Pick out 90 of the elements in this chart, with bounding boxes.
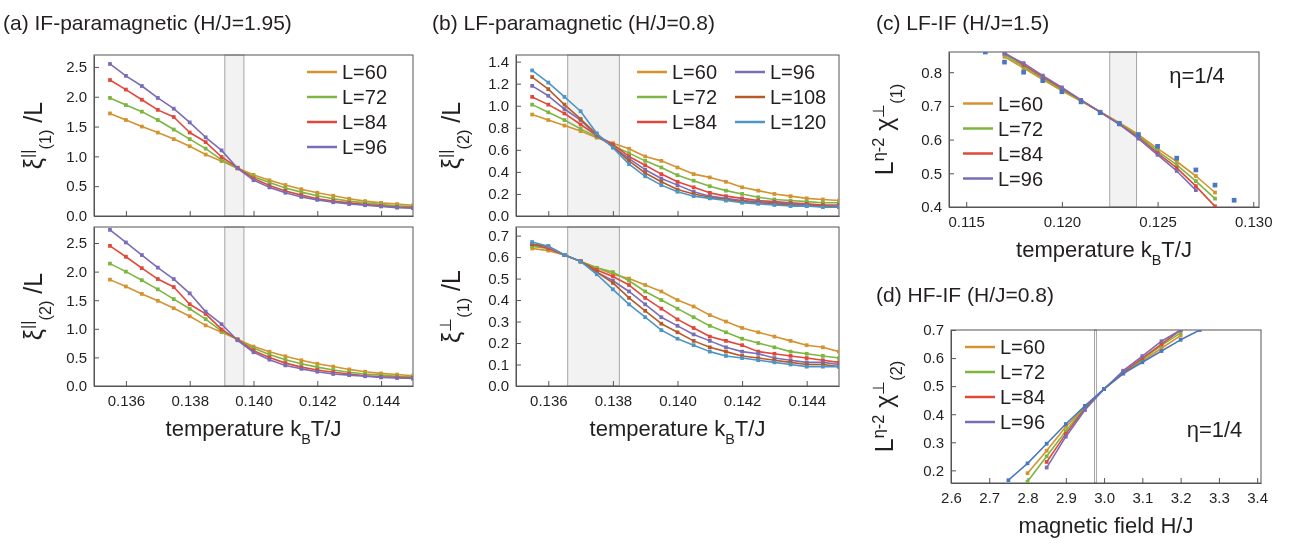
y-tick-label: 1.0 <box>488 97 509 115</box>
y-tick-label: 1.0 <box>66 147 87 165</box>
legend-label: L=84 <box>1000 386 1046 408</box>
y-tick-label: 2.5 <box>66 234 87 252</box>
legend-label: L=96 <box>342 136 388 158</box>
annotation: η=1/4 <box>1186 417 1243 443</box>
legend-label: L=120 <box>770 111 827 133</box>
x-axis-title: magnetic field H/J <box>1018 513 1194 538</box>
legend-label: L=84 <box>998 142 1044 165</box>
y-tick-label: 0.2 <box>488 334 509 352</box>
y-tick-label: 0.7 <box>923 321 944 339</box>
y-tick-label: 0.6 <box>921 130 942 148</box>
x-tick-label: 3.0 <box>1094 488 1116 506</box>
y-tick-label: 0.0 <box>488 377 509 395</box>
x-tick-label: 0.136 <box>530 391 568 409</box>
y-tick-label: 0.8 <box>488 119 509 137</box>
y-tick-label: 0.0 <box>66 207 87 225</box>
legend-label: L=84 <box>342 111 388 133</box>
x-tick-label: 2.7 <box>979 488 1001 506</box>
chart-title: (b) LF-paramagnetic (H/J=0.8) <box>432 11 716 34</box>
x-tick-label: 0.138 <box>171 391 209 409</box>
y-tick-label: 0.1 <box>488 355 509 373</box>
y-tick-label: 0.6 <box>488 141 509 159</box>
x-tick-label: 0.142 <box>299 391 337 409</box>
legend-label: L=60 <box>1000 336 1046 358</box>
chart-title: (a) IF-paramagnetic (H/J=1.95) <box>3 11 292 34</box>
y-tick-label: 0.4 <box>923 405 944 423</box>
y-tick-label: 0.5 <box>921 164 942 182</box>
y-tick-label: 1.0 <box>66 320 87 338</box>
legend-label: L=72 <box>672 86 718 108</box>
x-axis-title: temperature k$_{B}$T/J <box>1016 237 1192 268</box>
y-tick-label: 0.5 <box>66 177 87 195</box>
x-tick-label: 0.138 <box>594 391 633 409</box>
x-tick-label: 2.6 <box>941 488 962 506</box>
y-tick-label: 0.0 <box>66 377 87 395</box>
x-tick-label: 0.142 <box>723 391 762 409</box>
legend-label: L=60 <box>672 61 718 83</box>
x-tick-label: 0.144 <box>362 391 401 409</box>
y-tick-label: 0.6 <box>923 349 944 367</box>
legend-label: L=72 <box>998 117 1044 140</box>
y-tick-label: 1.5 <box>66 117 87 135</box>
chart-title: (d) HF-IF (H/J=0.8) <box>876 283 1054 306</box>
x-tick-label: 0.115 <box>948 212 985 230</box>
x-tick-label: 3.3 <box>1208 488 1230 506</box>
x-tick-label: 3.2 <box>1170 488 1192 506</box>
x-tick-label: 0.125 <box>1139 212 1177 230</box>
x-axis-title: temperature k$_{B}$T/J <box>589 416 766 447</box>
y-tick-label: 0.7 <box>921 97 942 115</box>
y-tick-label: 0.0 <box>488 207 509 225</box>
legend-label: L=60 <box>998 92 1044 115</box>
x-tick-label: 0.140 <box>235 391 273 409</box>
y-tick-label: 0.4 <box>488 291 509 309</box>
y-tick-label: 0.4 <box>921 198 942 216</box>
x-tick-label: 0.140 <box>659 391 697 409</box>
x-tick-label: 0.130 <box>1234 212 1273 230</box>
y-tick-label: 0.5 <box>66 348 87 366</box>
x-tick-label: 3.1 <box>1132 488 1154 506</box>
legend-label: L=96 <box>770 61 816 83</box>
y-tick-label: 0.3 <box>923 433 944 451</box>
legend-label: L=96 <box>998 167 1044 190</box>
y-tick-label: 0.5 <box>923 377 944 395</box>
x-axis-title: temperature k$_{B}$T/J <box>165 416 342 447</box>
y-tick-label: 2.0 <box>66 262 87 280</box>
x-tick-label: 0.120 <box>1043 212 1082 230</box>
y-tick-label: 0.3 <box>488 312 509 330</box>
legend-label: L=72 <box>1000 361 1046 383</box>
y-tick-label: 0.8 <box>921 63 942 81</box>
x-tick-label: 3.4 <box>1247 488 1269 506</box>
y-tick-label: 2.0 <box>66 88 87 106</box>
y-tick-label: 0.2 <box>488 185 509 203</box>
legend-label: L=60 <box>342 61 388 83</box>
y-tick-label: 2.5 <box>66 58 87 76</box>
chart-title: (c) LF-IF (H/J=1.5) <box>876 11 1050 34</box>
x-tick-label: 2.9 <box>1055 488 1077 506</box>
legend-label: L=84 <box>672 111 718 133</box>
annotation: η=1/4 <box>1169 63 1225 88</box>
legend-label: L=96 <box>1000 411 1046 433</box>
y-tick-label: 0.5 <box>488 269 509 287</box>
y-tick-label: 1.2 <box>488 74 509 92</box>
y-tick-label: 1.4 <box>488 52 509 70</box>
y-tick-label: 0.4 <box>488 163 509 181</box>
y-tick-label: 1.5 <box>66 291 87 309</box>
y-tick-label: 0.2 <box>923 461 944 479</box>
legend-label: L=72 <box>342 86 388 108</box>
legend-label: L=108 <box>770 86 827 108</box>
x-tick-label: 0.144 <box>788 391 826 409</box>
y-tick-label: 0.7 <box>488 226 509 244</box>
y-tick-label: 0.6 <box>488 248 509 266</box>
x-tick-label: 0.136 <box>107 391 146 409</box>
x-tick-label: 2.8 <box>1017 488 1039 506</box>
